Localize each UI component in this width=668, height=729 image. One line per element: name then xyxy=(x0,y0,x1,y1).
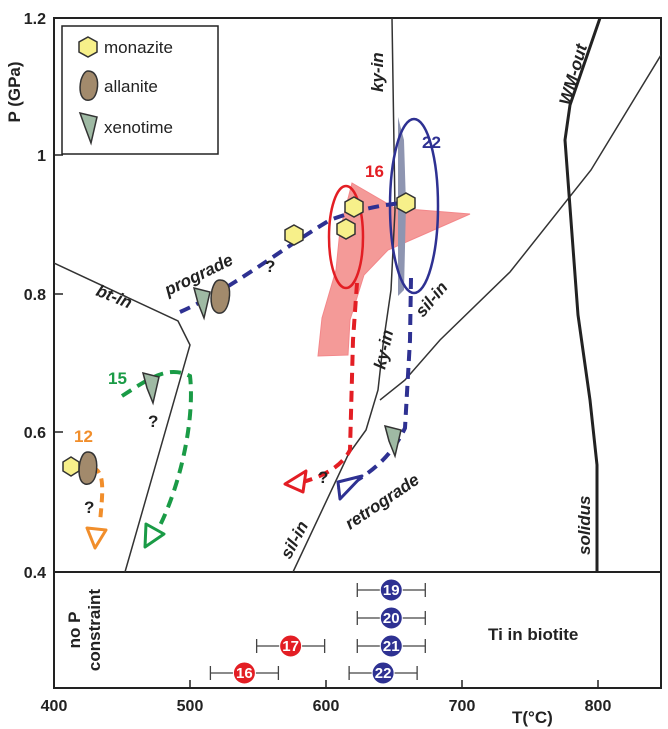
ti-panel-frame xyxy=(53,571,662,689)
sample-16-ellipse xyxy=(327,184,365,290)
ytick-1: 1 xyxy=(37,148,46,165)
sample-12-arrowhead xyxy=(85,526,108,550)
axis-ticks xyxy=(54,17,599,688)
solidus-label: solidus xyxy=(575,495,594,555)
sample-16-arrowhead xyxy=(283,469,308,494)
xtick-500: 500 xyxy=(177,698,204,715)
sample-22-ellipse xyxy=(388,117,440,295)
xenotime-icon xyxy=(141,371,160,406)
wm-out-label: WM-out xyxy=(556,41,592,107)
legend-allanite: allanite xyxy=(104,77,158,96)
allanite-icon xyxy=(78,451,98,485)
ytick-1-2: 1.2 xyxy=(24,11,46,28)
allanite-icon xyxy=(210,279,231,314)
question-mark: ? xyxy=(84,498,94,517)
ti-in-biotite-title: Ti in biotite xyxy=(488,625,578,644)
x-axis-label: T(°C) xyxy=(512,708,553,727)
ytick-0-4: 0.4 xyxy=(24,565,46,582)
xtick-400: 400 xyxy=(41,698,68,715)
lens-icon xyxy=(79,70,99,101)
question-mark: ? xyxy=(318,468,328,487)
xtick-700: 700 xyxy=(449,698,476,715)
xenotime-icon xyxy=(192,286,211,321)
monazite-icon xyxy=(284,224,304,246)
drop-icon xyxy=(78,111,98,146)
sample-15-label: 15 xyxy=(108,369,127,388)
sample-22-retrograde-path xyxy=(337,277,413,492)
ti-point-label-21: 21 xyxy=(383,638,400,655)
xenotime-icon xyxy=(383,424,402,459)
ti-point-22 xyxy=(371,661,395,685)
sample-16-field xyxy=(317,182,471,357)
ti-point-label-20: 20 xyxy=(383,610,400,627)
monazite-icon xyxy=(336,218,356,240)
sil-in-curve xyxy=(379,54,661,401)
y-axis-label: P (GPa) xyxy=(5,61,24,122)
monazite-icon xyxy=(396,192,416,214)
monazite-icon xyxy=(344,196,364,218)
ti-point-label-17: 17 xyxy=(282,638,299,655)
ti-point-label-16: 16 xyxy=(236,665,253,682)
legend: monazite allanite xenotime xyxy=(61,25,219,155)
sample-22-arrowhead xyxy=(336,474,364,501)
sample-15-path xyxy=(120,370,193,536)
mineral-symbols xyxy=(62,192,416,485)
sample-12-label: 12 xyxy=(74,427,93,446)
sample-15-arrowhead xyxy=(143,522,166,549)
question-mark: ? xyxy=(265,257,275,276)
ti-point-label-22: 22 xyxy=(375,665,392,682)
wm-out-solidus-curve xyxy=(563,18,602,572)
ti-point-label-19: 19 xyxy=(383,582,400,599)
xtick-600: 600 xyxy=(313,698,340,715)
bt-in-curve xyxy=(54,262,191,572)
sample-16-retrograde-path xyxy=(289,282,359,487)
sil-in-lower-label: sil-in xyxy=(277,518,312,562)
no-p-label: no P xyxy=(65,612,84,649)
sample-22-label: 22 xyxy=(422,133,441,152)
hexagon-icon xyxy=(78,36,98,58)
ytick-0-6: 0.6 xyxy=(24,425,46,442)
ti-points: 19 20 21 17 22 16 xyxy=(209,578,426,685)
ti-point-21 xyxy=(379,634,403,658)
ti-point-19 xyxy=(379,578,403,602)
ytick-0-8: 0.8 xyxy=(24,287,46,304)
ky-in-lower-label: ky-in xyxy=(370,328,397,371)
sample-16-label: 16 xyxy=(365,162,384,181)
monazite-icon xyxy=(62,456,80,477)
bt-in-label: bt-in xyxy=(94,281,135,312)
legend-xenotime: xenotime xyxy=(104,118,173,137)
xtick-800: 800 xyxy=(585,698,612,715)
ti-point-17 xyxy=(279,634,303,658)
question-mark: ? xyxy=(148,412,158,431)
ky-in-label: ky-in xyxy=(368,52,387,92)
constraint-label: constraint xyxy=(85,589,104,672)
legend-monazite: monazite xyxy=(104,38,173,57)
sil-in-upper-label: sil-in xyxy=(412,278,452,321)
ti-point-16 xyxy=(232,661,256,685)
ti-point-20 xyxy=(379,606,403,630)
